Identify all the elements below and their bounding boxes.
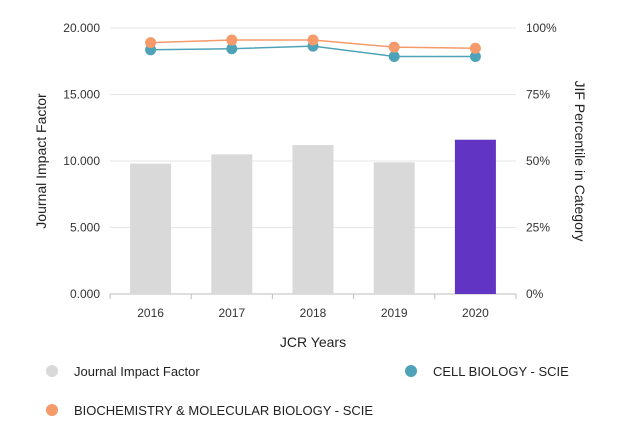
x-tick-label: 2018 — [300, 306, 327, 320]
legend-label-0: Journal Impact Factor — [74, 364, 200, 379]
series-point-1-2018 — [307, 34, 319, 46]
x-tick-label: 2016 — [137, 306, 164, 320]
x-tick-label: 2017 — [218, 306, 245, 320]
y2-tick-label: 25% — [526, 221, 550, 235]
bar-2017 — [211, 154, 253, 294]
bar-2018 — [292, 145, 334, 294]
series-point-1-2020 — [469, 42, 481, 54]
y-tick-label: 5.000 — [70, 221, 100, 235]
legend: Journal Impact Factor CELL BIOLOGY - SCIE… — [46, 364, 569, 418]
x-axis-title: JCR Years — [280, 334, 346, 350]
bars — [130, 139, 496, 294]
x-tick-label: 2020 — [462, 306, 489, 320]
legend-label-1: CELL BIOLOGY - SCIE — [433, 364, 569, 379]
bar-2020 — [454, 139, 496, 294]
legend-label-2: BIOCHEMISTRY & MOLECULAR BIOLOGY - SCIE — [74, 403, 373, 418]
y2-tick-label: 0% — [526, 287, 544, 301]
y2-tick-label: 50% — [526, 154, 550, 168]
y-tick-label: 0.000 — [70, 287, 100, 301]
series-point-1-2019 — [388, 41, 400, 53]
bar-2016 — [130, 163, 172, 294]
y2-tick-label: 100% — [526, 21, 557, 35]
y-tick-label: 15.000 — [63, 88, 100, 102]
bar-2019 — [373, 162, 415, 294]
series-point-1-2017 — [226, 34, 238, 46]
y-tick-label: 10.000 — [63, 154, 100, 168]
series-point-0-2019 — [388, 50, 400, 62]
percentile-lines — [145, 34, 481, 62]
series-point-0-2017 — [226, 43, 238, 55]
x-tick-label: 2019 — [381, 306, 408, 320]
legend-marker-2 — [46, 404, 58, 416]
series-point-1-2016 — [145, 37, 157, 49]
legend-marker-0 — [46, 365, 58, 377]
series-point-0-2020 — [469, 50, 481, 62]
axes: 0.000 0% 5.000 25% 10.000 50% 15.000 75% 20.000 1… — [63, 21, 557, 320]
y2-tick-label: 75% — [526, 88, 550, 102]
y-tick-label: 20.000 — [63, 21, 100, 35]
y2-axis-title: JIF Percentile in Category — [572, 80, 588, 241]
y-axis-title: Journal Impact Factor — [33, 93, 49, 229]
legend-marker-1 — [405, 365, 417, 377]
